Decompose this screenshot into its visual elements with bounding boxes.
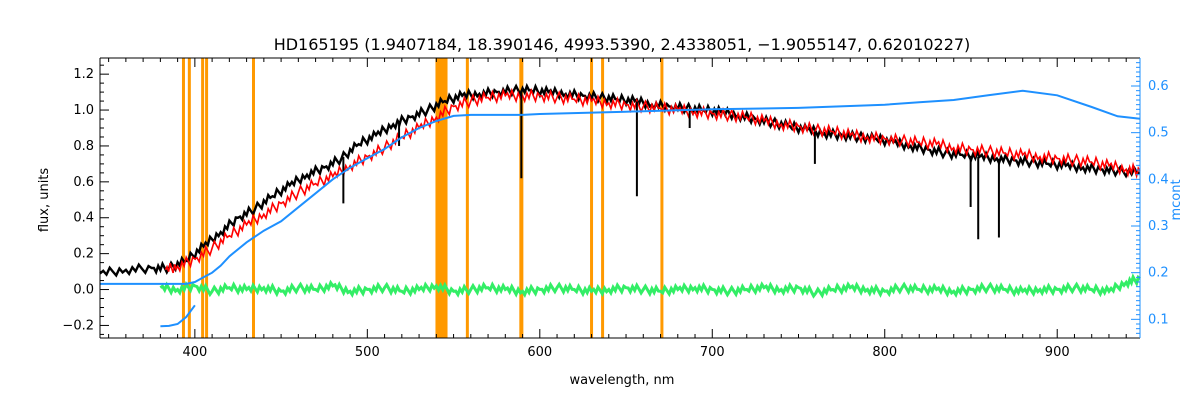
observed-spectrum-line [99,82,1141,278]
y2-tick-label: 0.4 [1148,172,1169,187]
x-tick-label: 500 [355,345,380,360]
axes-layer: 400 500 600 700 800 900 −0.2 0.0 0.2 0.4 0.6 0.8 1.0… [62,57,1169,360]
y2-tick-label: 0.5 [1148,126,1169,141]
chart-title: HD165195 (1.9407184, 18.390146, 4993.539… [274,35,971,54]
x-tick-label: 900 [1045,345,1070,360]
y2-axis-label: mcont [1169,179,1184,220]
y-tick-label: −0.2 [62,318,94,333]
y-tick-label: 1.0 [73,103,94,118]
y-tick-label: 0.8 [73,139,94,154]
x-axis-label: wavelength, nm [570,373,675,388]
mcont-lower-line [160,304,196,328]
y2-tick-label: 0.6 [1148,79,1169,94]
masked-bands-layer [181,58,664,338]
model-spectrum-line [164,87,1141,274]
y-tick-label: 0.4 [73,211,94,226]
y2-tick-label: 0.2 [1148,266,1169,281]
x-tick-label: 800 [872,345,897,360]
series-layer [99,82,1141,328]
mcont-line [100,89,1141,285]
x-tick-label: 700 [700,345,725,360]
masked-band [435,58,448,338]
x-tick-label: 600 [527,345,552,360]
y2-tick-label: 0.1 [1148,312,1169,327]
residual-line [159,273,1141,299]
y2-tick-label: 0.3 [1148,219,1169,234]
y-tick-label: 1.2 [73,67,94,82]
y-axis-label: flux, units [37,168,52,233]
y-tick-label: 0.0 [73,283,94,298]
y-tick-label: 0.6 [73,175,94,190]
x-tick-label: 400 [182,345,207,360]
y-tick-label: 0.2 [73,247,94,262]
